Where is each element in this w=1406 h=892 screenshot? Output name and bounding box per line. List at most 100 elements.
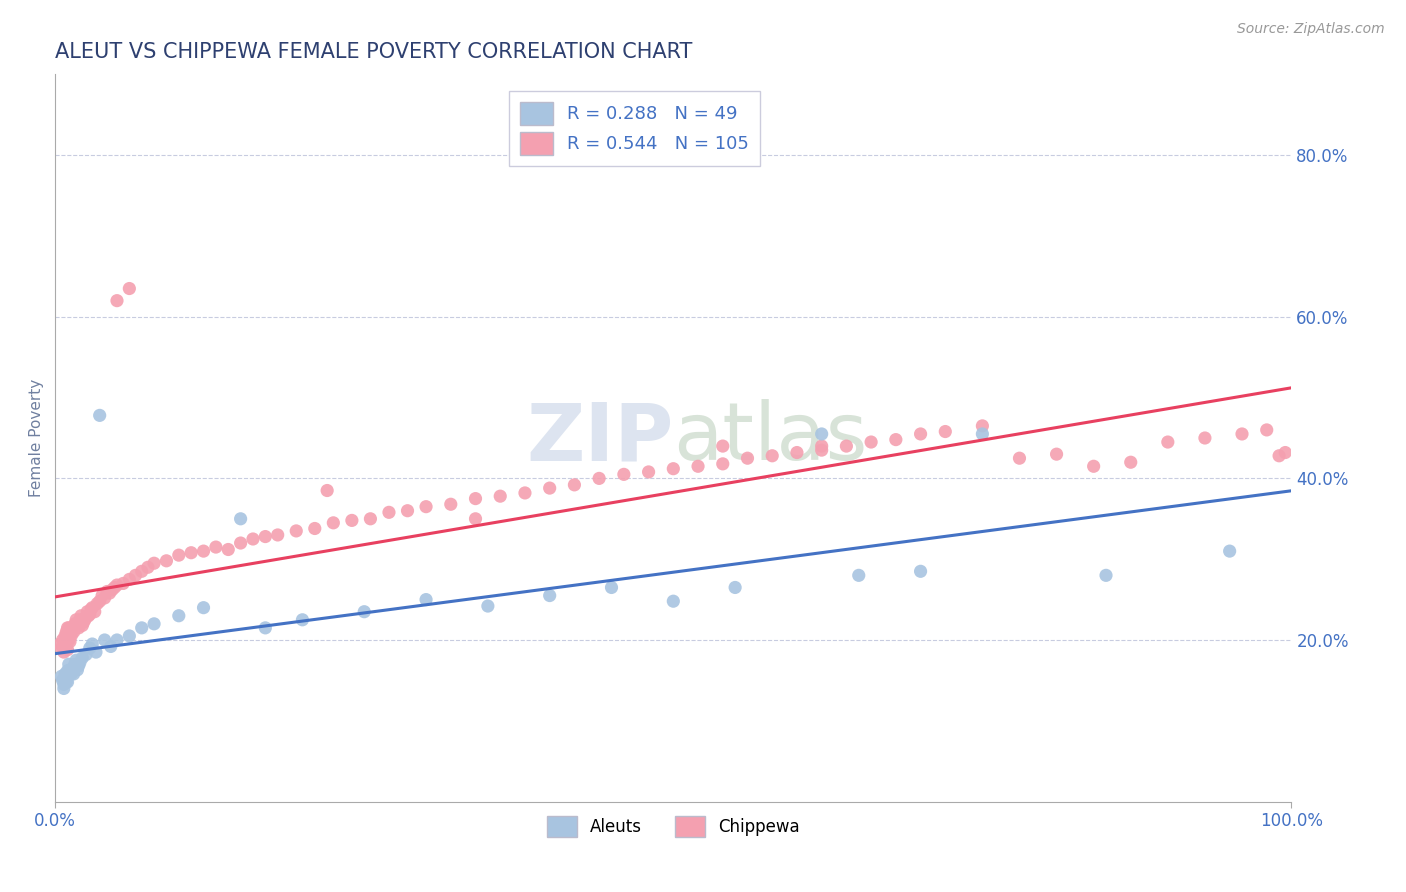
Point [662, 461, 685, 475]
Point [143, 556, 166, 570]
Point [69, 656, 91, 670]
Text: atlas: atlas [673, 399, 868, 477]
Point [910, 427, 932, 442]
Point [267, 528, 290, 542]
Legend: Aleuts, Chippewa: Aleuts, Chippewa [540, 809, 807, 844]
Point [62, 661, 84, 675]
Point [93, 632, 115, 647]
Point [737, 451, 759, 466]
Point [72, 618, 94, 632]
Point [53, 637, 76, 651]
Point [254, 621, 277, 635]
Point [103, 581, 125, 595]
Point [155, 554, 177, 568]
Point [58, 621, 80, 635]
Point [304, 521, 326, 535]
Point [934, 425, 956, 439]
Point [75, 648, 97, 662]
Point [82, 637, 104, 651]
Point [167, 608, 190, 623]
Point [711, 457, 734, 471]
Point [489, 489, 512, 503]
Point [1219, 544, 1241, 558]
Point [1008, 451, 1031, 466]
Point [205, 540, 228, 554]
Point [79, 607, 101, 621]
Point [378, 505, 401, 519]
Point [96, 584, 118, 599]
Point [67, 621, 90, 635]
Point [105, 578, 128, 592]
Point [143, 616, 166, 631]
Point [56, 664, 79, 678]
Point [51, 669, 73, 683]
Point [686, 459, 709, 474]
Point [513, 486, 536, 500]
Point [56, 642, 79, 657]
Point [124, 568, 146, 582]
Point [848, 568, 870, 582]
Text: ZIP: ZIP [526, 399, 673, 477]
Point [53, 629, 76, 643]
Point [56, 675, 79, 690]
Point [1230, 427, 1253, 442]
Point [136, 560, 159, 574]
Point [73, 613, 96, 627]
Point [118, 281, 141, 295]
Point [89, 594, 111, 608]
Point [322, 516, 344, 530]
Point [564, 478, 586, 492]
Point [52, 673, 75, 688]
Point [84, 645, 107, 659]
Point [77, 608, 100, 623]
Text: ALEUT VS CHIPPEWA FEMALE POVERTY CORRELATION CHART: ALEUT VS CHIPPEWA FEMALE POVERTY CORRELA… [55, 42, 693, 62]
Point [464, 491, 486, 506]
Point [229, 512, 252, 526]
Point [711, 439, 734, 453]
Point [340, 513, 363, 527]
Point [59, 634, 82, 648]
Point [55, 675, 77, 690]
Point [53, 667, 76, 681]
Point [229, 536, 252, 550]
Point [69, 613, 91, 627]
Point [52, 645, 75, 659]
Point [62, 621, 84, 635]
Point [600, 581, 623, 595]
Point [55, 640, 77, 654]
Point [55, 624, 77, 639]
Point [1256, 423, 1278, 437]
Point [291, 613, 314, 627]
Point [613, 467, 636, 482]
Point [835, 439, 858, 453]
Point [49, 637, 72, 651]
Y-axis label: Female Poverty: Female Poverty [30, 379, 44, 497]
Text: Source: ZipAtlas.com: Source: ZipAtlas.com [1237, 22, 1385, 37]
Point [217, 542, 239, 557]
Point [131, 621, 153, 635]
Point [786, 445, 808, 459]
Point [70, 608, 93, 623]
Point [415, 592, 437, 607]
Point [75, 610, 97, 624]
Point [285, 524, 308, 538]
Point [118, 629, 141, 643]
Point [86, 597, 108, 611]
Point [637, 465, 659, 479]
Point [66, 618, 89, 632]
Point [884, 433, 907, 447]
Point [1274, 445, 1296, 459]
Point [254, 530, 277, 544]
Point [69, 616, 91, 631]
Point [910, 564, 932, 578]
Point [180, 546, 202, 560]
Point [52, 632, 75, 647]
Point [63, 616, 86, 631]
Point [56, 621, 79, 635]
Point [1045, 447, 1067, 461]
Point [52, 681, 75, 696]
Point [1083, 459, 1105, 474]
Point [810, 439, 832, 453]
Point [100, 640, 122, 654]
Point [80, 602, 103, 616]
